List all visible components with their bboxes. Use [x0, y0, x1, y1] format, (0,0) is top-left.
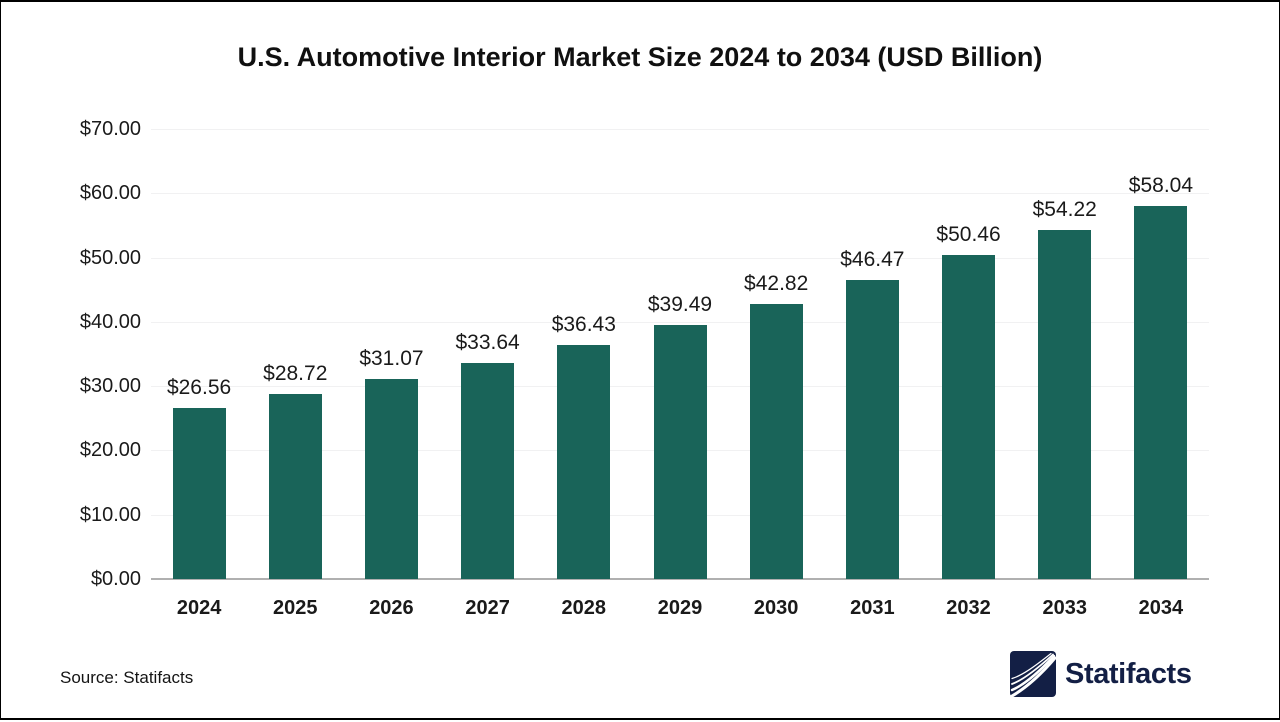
- y-axis-tick-label: $0.00: [90, 568, 141, 590]
- y-axis-tick-label: $30.00: [79, 375, 141, 398]
- bar-2028: [557, 344, 611, 579]
- bar-value-label: $33.64: [455, 330, 520, 354]
- bar-value-label: $31.07: [359, 347, 424, 371]
- gridline: [151, 193, 1209, 195]
- statifacts-brand-logo: Statifacts: [1010, 650, 1192, 698]
- chart-title: U.S. Automotive Interior Market Size 202…: [237, 42, 1043, 72]
- y-axis-tick-label: $70.00: [79, 118, 141, 140]
- y-axis-tick-label: $60.00: [79, 182, 141, 205]
- bar-2026: [364, 379, 418, 579]
- x-axis-tick-label: 2030: [753, 597, 799, 619]
- x-axis-tick-label: 2025: [273, 597, 318, 619]
- bar-2033: [1038, 230, 1092, 579]
- y-axis-tick-label: $40.00: [79, 310, 141, 333]
- bar-2027: [461, 362, 515, 579]
- x-axis-tick-label: 2028: [561, 597, 607, 619]
- gridline: [151, 321, 1209, 323]
- bar-value-label: $58.04: [1128, 173, 1194, 197]
- bar-2024: [172, 408, 226, 579]
- x-axis-baseline: [151, 578, 1209, 580]
- bar-2032: [942, 254, 996, 579]
- gridline: [151, 257, 1209, 259]
- x-axis-tick-label: 2027: [465, 597, 510, 619]
- bar-2031: [845, 280, 899, 579]
- x-axis-tick-label: 2026: [369, 597, 414, 619]
- statifacts-waves-icon: [1010, 651, 1056, 697]
- x-axis-tick-label: 2032: [946, 597, 991, 619]
- x-axis-tick-label: 2029: [657, 597, 703, 619]
- bar-value-label: $36.43: [551, 312, 616, 336]
- x-axis-tick-label: 2031: [850, 597, 895, 619]
- bar-value-label: $39.49: [647, 293, 713, 317]
- bar-2034: [1134, 205, 1188, 579]
- source-note: Source: Statifacts: [60, 668, 194, 687]
- bar-value-label: $28.72: [263, 362, 328, 386]
- bar-value-label: $46.47: [840, 248, 905, 272]
- x-axis-tick-label: 2033: [1042, 597, 1087, 619]
- bar-value-label: $54.22: [1032, 198, 1097, 222]
- y-axis-tick-label: $10.00: [79, 503, 141, 526]
- statifacts-brand-name: Statifacts: [1065, 658, 1192, 690]
- y-axis-tick-label: $50.00: [79, 246, 141, 269]
- bar-value-label: $42.82: [744, 271, 809, 295]
- bar-value-label: $26.56: [166, 376, 232, 400]
- bar-2029: [653, 325, 707, 579]
- bar-value-label: $50.46: [936, 222, 1001, 246]
- gridline: [151, 129, 1209, 130]
- bar-2030: [749, 303, 803, 579]
- y-axis-tick-label: $20.00: [79, 439, 141, 462]
- bar-2025: [268, 394, 322, 579]
- x-axis-tick-label: 2034: [1138, 597, 1184, 619]
- x-axis-tick-label: 2024: [176, 597, 222, 619]
